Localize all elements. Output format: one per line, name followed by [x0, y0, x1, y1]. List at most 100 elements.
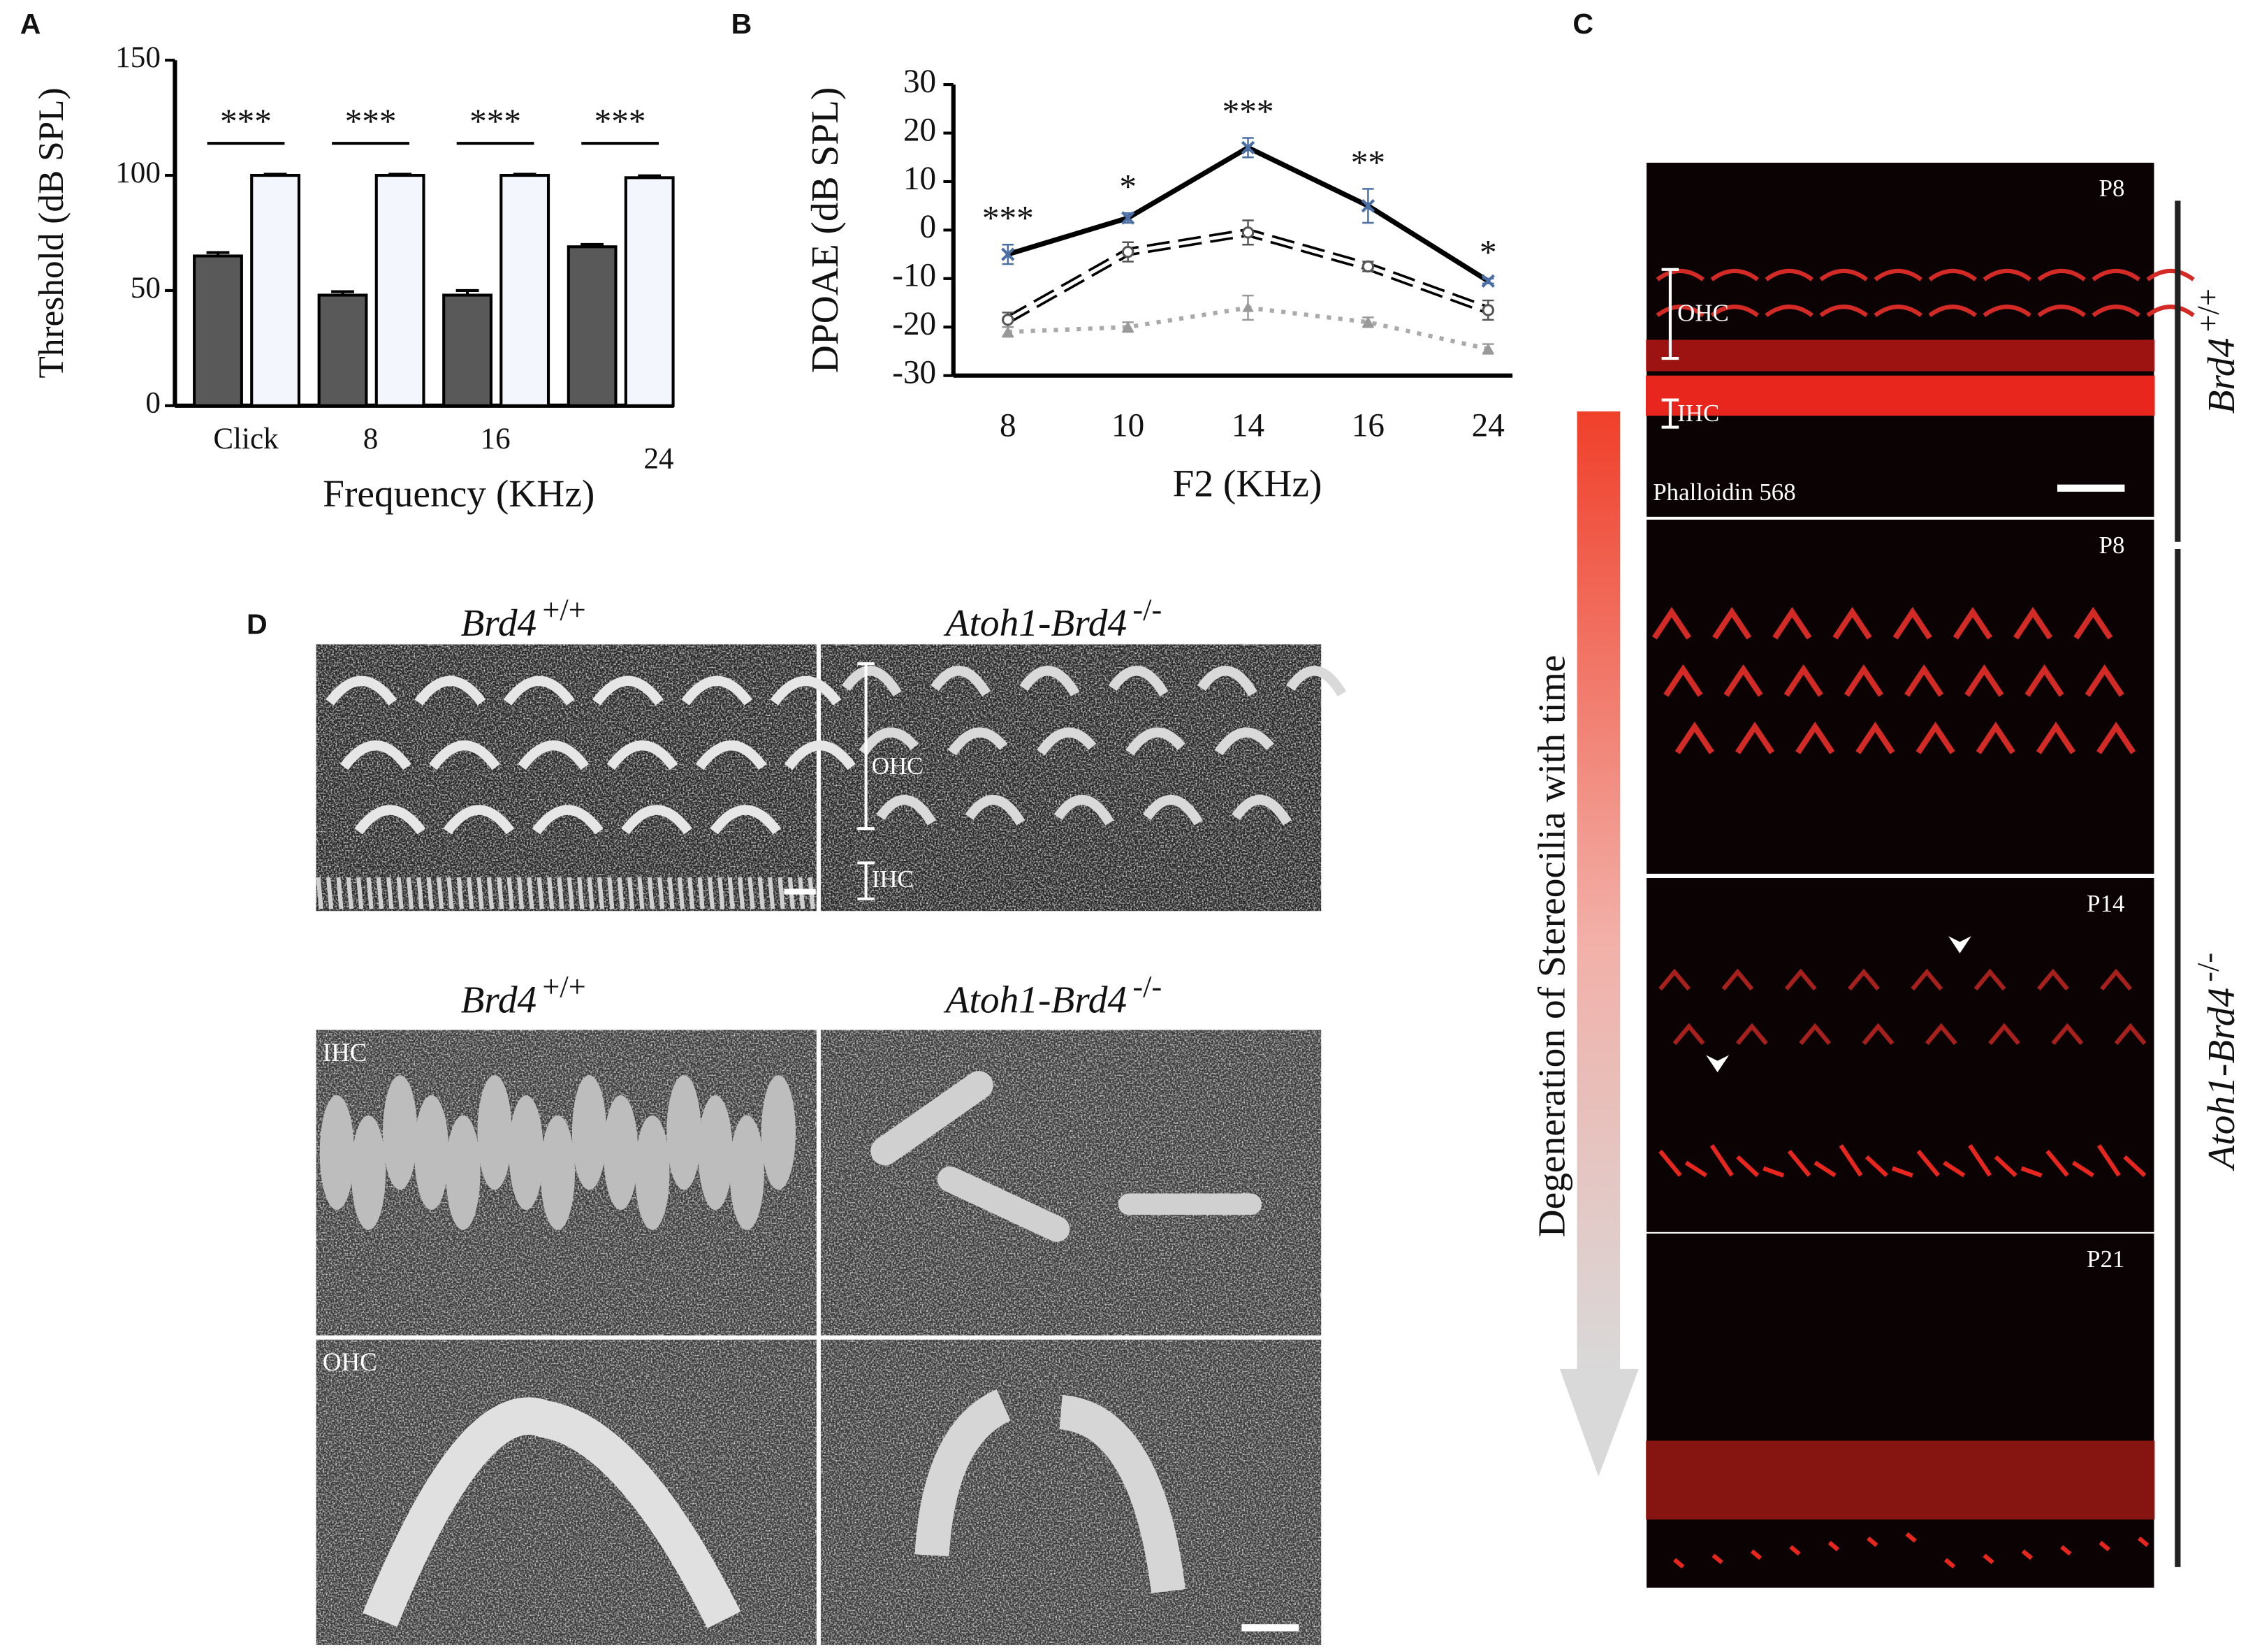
arrowhead — [1948, 936, 1971, 953]
y-tick-label: 20 — [903, 112, 936, 148]
panel-letter: A — [20, 8, 41, 40]
y-tick-label: 0 — [920, 209, 937, 245]
stain-label: Phalloidin 568 — [1653, 478, 1795, 506]
stereocilia — [947, 727, 1008, 756]
stereocilia — [937, 1166, 1070, 1242]
genotype: -/- — [1132, 593, 1162, 627]
genotype: +/+ — [2191, 288, 2226, 332]
stereocilia — [930, 666, 991, 697]
stereocilia — [1976, 722, 2015, 754]
stereocilia — [698, 1095, 733, 1211]
time-label: P21 — [2087, 1245, 2124, 1273]
ihc-stereocilia — [667, 877, 675, 909]
stereocilia — [1911, 968, 1943, 991]
ihc-stereocilia — [597, 877, 605, 909]
micrograph — [1644, 518, 2156, 875]
scale-bar — [2057, 484, 2125, 492]
stereocilia — [2037, 305, 2086, 318]
stereocilia — [1232, 794, 1292, 826]
stereocilia — [2036, 968, 2069, 991]
stereocilia — [1973, 968, 2006, 991]
genotype: -/- — [1132, 970, 1162, 1004]
x-tick-label: 14 — [1232, 407, 1264, 444]
ihc-stereocilia — [617, 877, 625, 909]
stereocilia — [2146, 305, 2195, 318]
stereocilia — [2051, 1023, 2084, 1046]
bar — [567, 245, 618, 407]
stereocilia — [1916, 1149, 1941, 1177]
stereocilia — [518, 740, 590, 770]
ihc-stereocilia — [627, 877, 635, 909]
stereocilia — [1762, 1166, 1785, 1178]
genotype: +/+ — [542, 593, 585, 627]
stereocilia — [2013, 606, 2053, 640]
marker — [1242, 302, 1254, 312]
ihc-stereocilia — [346, 877, 353, 909]
panel-letter: C — [1572, 8, 1593, 40]
ihc-stereocilia — [607, 877, 615, 909]
stereocilia — [477, 1075, 512, 1190]
cell-label: OHC — [1677, 299, 1729, 326]
x-tick-label: 24 — [644, 443, 674, 476]
gene: Atoh1-Brd4 — [943, 601, 1127, 644]
error-bar — [263, 173, 287, 176]
ihc-stereocilia — [497, 877, 504, 909]
stereocilia — [1928, 268, 1977, 282]
stereocilia — [1286, 666, 1347, 697]
time-label: P14 — [2087, 890, 2124, 917]
stereocilia — [1710, 305, 1759, 318]
stereocilia — [2096, 722, 2136, 754]
error-bar — [581, 242, 604, 247]
row-label: OHC — [323, 1347, 377, 1376]
micrograph — [1644, 1231, 2156, 1589]
y-tick-label: 0 — [145, 387, 161, 420]
stereocilia — [1735, 722, 1775, 754]
bar — [317, 293, 368, 407]
gene: Atoh1-Brd4 — [2200, 988, 2242, 1172]
stereocilia — [1108, 666, 1169, 697]
ihc-stereocilia — [546, 877, 555, 909]
stereocilia — [443, 805, 515, 835]
y-tick-label: 30 — [903, 64, 936, 100]
significance: * — [1480, 233, 1497, 271]
marker — [1362, 260, 1375, 273]
marker — [1361, 199, 1375, 213]
stereocilia — [2146, 268, 2195, 282]
error-bar — [206, 251, 230, 256]
stereocilia — [1787, 1149, 1811, 1177]
y-axis-title: Threshold (dB SPL) — [31, 87, 71, 378]
stereocilia — [2085, 664, 2124, 697]
significance: ** — [1351, 143, 1385, 182]
stereocilia — [1765, 305, 1813, 318]
debris — [1750, 1549, 1762, 1560]
stereocilia — [1765, 268, 1813, 282]
stereocilia — [1844, 664, 1883, 697]
error-bar — [388, 173, 412, 176]
stereocilia — [540, 1115, 575, 1230]
stereocilia — [382, 1075, 418, 1190]
error-bar — [513, 173, 537, 176]
y-tick-label: 10 — [903, 161, 936, 197]
stereocilia — [761, 1075, 796, 1190]
stereocilia — [2114, 1023, 2147, 1046]
y-tick-label: -20 — [892, 306, 936, 342]
stereocilia — [1855, 722, 1895, 754]
y-tick-label: -10 — [892, 258, 936, 294]
bar — [624, 176, 675, 407]
stereocilia — [2036, 722, 2075, 754]
stereocilia — [1674, 722, 1714, 754]
stereocilia — [446, 1115, 481, 1230]
x-tick-label: 10 — [1111, 407, 1144, 444]
stereocilia — [666, 1075, 701, 1190]
cell-label: OHC — [872, 752, 924, 780]
marker — [1362, 316, 1374, 327]
stereocilia — [1983, 268, 2031, 282]
stereocilia — [2092, 305, 2140, 318]
stereocilia — [2096, 1144, 2121, 1177]
stereocilia — [1968, 1144, 1992, 1177]
stereocilia — [1839, 1144, 1863, 1177]
stereocilia — [1214, 727, 1274, 756]
stereocilia — [681, 675, 753, 706]
stereocilia — [1684, 1160, 1707, 1178]
